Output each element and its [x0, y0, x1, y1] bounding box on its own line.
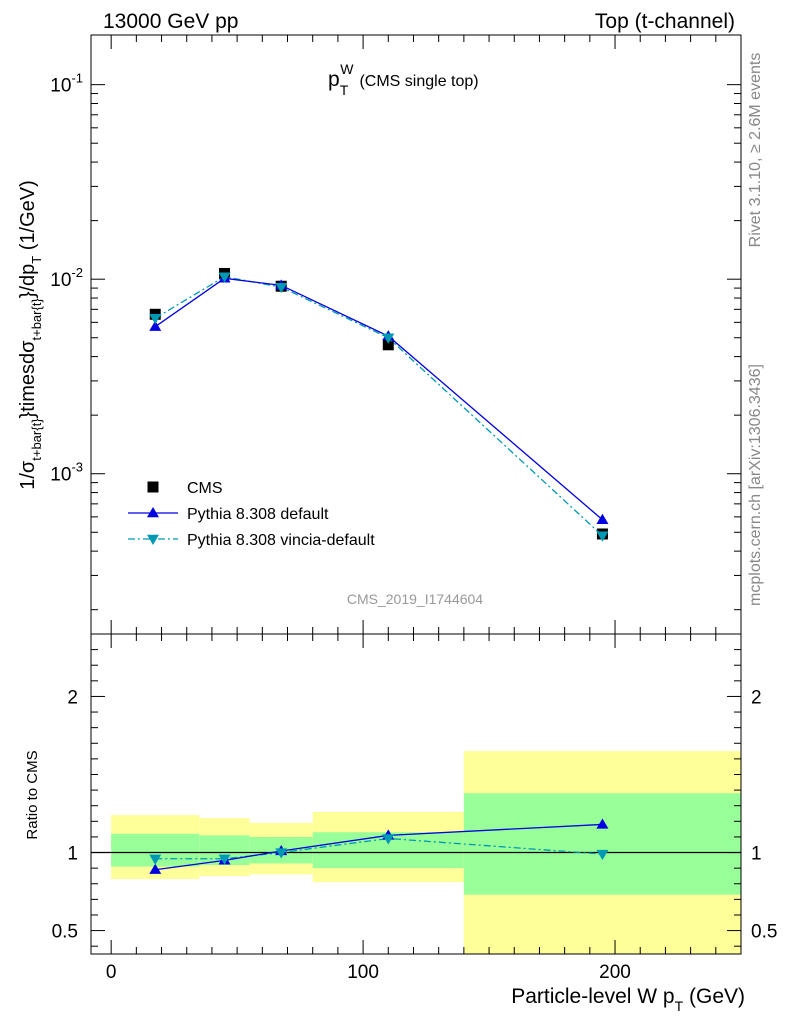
x-tick-label: 100	[347, 962, 379, 983]
vincia-point	[275, 282, 288, 294]
default-point	[149, 320, 162, 331]
ratio-panel: 0.5 0.5 1 1 2 2 0 100 200 Ratio to CMS Particle-…	[24, 633, 777, 1014]
legend-cms-marker	[147, 481, 159, 493]
ratio-y-tick-label: 1	[67, 844, 78, 865]
main-ylabel: 1/σt+bar{t}}timesdσt+bar{t}}/dpT (1/GeV)	[17, 180, 44, 490]
y-tick-label: 10-2	[50, 265, 83, 291]
cms-point	[382, 339, 394, 351]
ratio-vincia-point	[218, 854, 231, 865]
legend-entry: CMS	[187, 480, 223, 497]
ratio-y-tick-label-right: 0.5	[751, 922, 777, 943]
legend-default-marker	[147, 507, 159, 518]
y-tick-label: 10-1	[50, 71, 83, 97]
ratio-frame	[90, 633, 742, 955]
mcplots-label: mcplots.cern.ch [arXiv:1306.3436]	[747, 364, 764, 606]
ratio-vincia-point	[382, 834, 395, 845]
y-tick-label: 10-3	[50, 460, 83, 486]
legend-vincia-marker	[147, 534, 159, 545]
ratio-ylabel: Ratio to CMS	[24, 750, 41, 839]
vincia-point	[596, 531, 609, 542]
main-title: pTW(CMS single top)	[328, 61, 479, 98]
ratio-default-point	[596, 818, 609, 829]
ratio-y-tick-label-right: 2	[751, 687, 762, 708]
header-right: Top (t-channel)	[595, 10, 735, 33]
rivet-label: Rivet 3.1.10, ≥ 2.6M events	[747, 53, 764, 248]
header-left: 13000 GeV pp	[103, 10, 238, 33]
ratio-y-tick-label: 0.5	[52, 922, 78, 943]
ratio-default-point	[149, 863, 162, 874]
main-panel: 10-3 10-2 10-1 pTW(CMS single top) 1/σt+ba…	[17, 34, 742, 635]
default-point	[596, 513, 609, 524]
watermark: CMS_2019_I1744604	[347, 591, 483, 607]
legend: CMS Pythia 8.308 default Pythia 8.308 vinc…	[128, 480, 375, 549]
ratio-xlabel: Particle-level W pT (GeV)	[511, 985, 745, 1014]
vincia-point	[149, 314, 162, 325]
legend-entry: Pythia 8.308 default	[187, 506, 329, 523]
x-tick-label: 200	[599, 962, 631, 983]
ratio-y-tick-label: 2	[67, 687, 78, 708]
uncertainty-band-inner	[463, 793, 741, 895]
vincia-point	[382, 333, 395, 344]
ratio-vincia-point	[275, 848, 288, 859]
ratio-vincia-point	[596, 849, 609, 861]
ratio-vincia-point	[149, 854, 162, 865]
legend-entry: Pythia 8.308 vincia-default	[187, 532, 375, 549]
vincia-point	[218, 272, 231, 283]
x-tick-label: 0	[106, 962, 117, 983]
ratio-y-tick-label-right: 1	[751, 844, 762, 865]
